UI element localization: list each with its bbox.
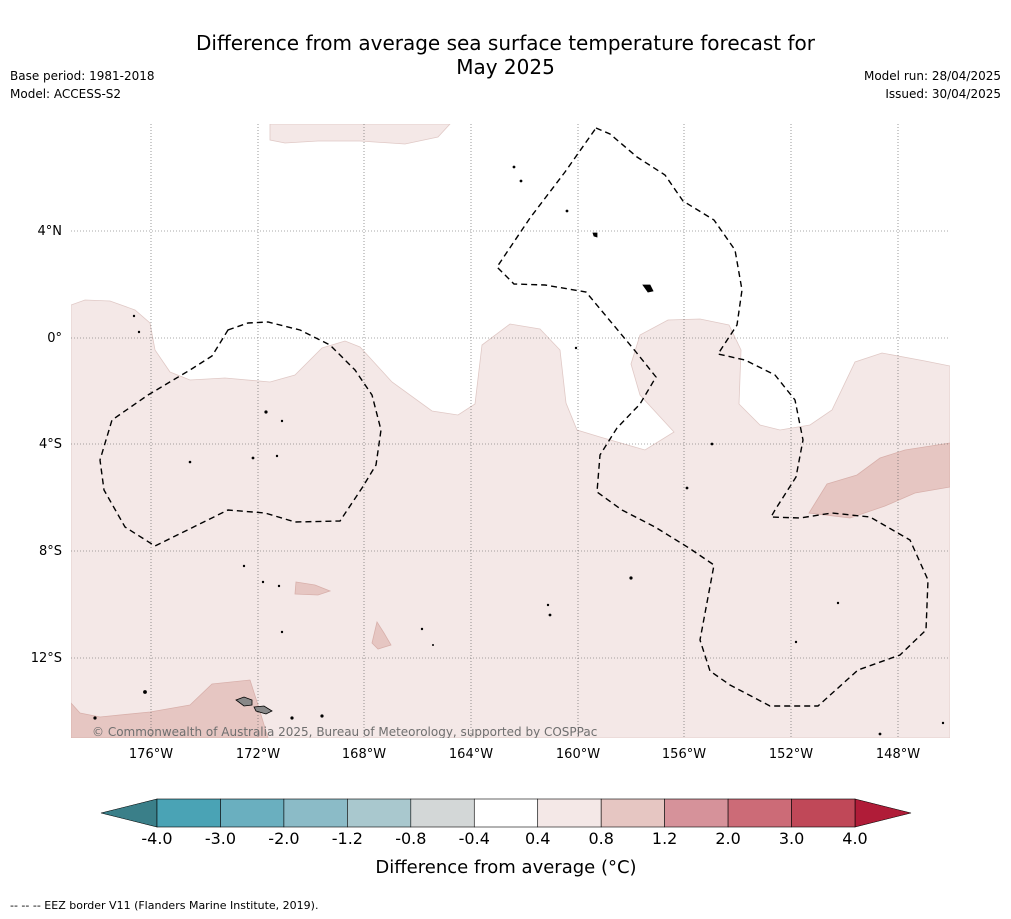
eez-border-line-islands-north bbox=[496, 127, 929, 707]
colorbar-title: Difference from average (°C) bbox=[375, 857, 636, 878]
map-title-line2: May 2025 bbox=[456, 55, 555, 79]
colorbar-segment bbox=[791, 798, 856, 828]
colorbar-extend-high bbox=[854, 798, 912, 828]
lon-label-172w: 172°W bbox=[236, 747, 280, 762]
longitude-labels: 176°W 172°W 168°W 164°W 160°W 156°W 152°… bbox=[129, 747, 920, 762]
lat-label-0: 0° bbox=[47, 331, 62, 346]
samoa-savaii-island bbox=[235, 696, 253, 707]
lat-label-4s: 4°S bbox=[39, 437, 62, 452]
map-plot-area: © Commonwealth of Australia 2025, Bureau… bbox=[71, 124, 950, 739]
map-title: Difference from average sea surface temp… bbox=[0, 31, 1011, 79]
colorbar-segment bbox=[600, 798, 665, 828]
meta-right: Model run: 28/04/2025 Issued: 30/04/2025 bbox=[864, 67, 1001, 103]
colorbar-segment bbox=[283, 798, 348, 828]
colorbar-segments bbox=[156, 798, 856, 828]
graticule bbox=[71, 124, 950, 738]
lat-label-4n: 4°N bbox=[38, 224, 63, 239]
lon-label-164w: 164°W bbox=[449, 747, 493, 762]
colorbar-segment bbox=[664, 798, 729, 828]
colorbar-tick-label: 0.8 bbox=[588, 829, 613, 848]
map-title-line1: Difference from average sea surface temp… bbox=[195, 31, 815, 55]
model-text: Model: ACCESS-S2 bbox=[10, 87, 122, 101]
anomaly-region-moderate-small2 bbox=[371, 620, 392, 650]
colorbar-segment bbox=[727, 798, 792, 828]
colorbar-tick-label: 2.0 bbox=[715, 829, 740, 848]
anomaly-region-moderate-east bbox=[808, 442, 950, 519]
colorbar-tick-label: -0.4 bbox=[459, 829, 490, 848]
colorbar-segment bbox=[347, 798, 412, 828]
colorbar-segment bbox=[220, 798, 285, 828]
colorbar-tick-label: -2.0 bbox=[268, 829, 299, 848]
anomaly-region-moderate-small1 bbox=[294, 581, 332, 596]
model-run-text: Model run: 28/04/2025 bbox=[863, 69, 1001, 83]
anomaly-region-light bbox=[71, 299, 950, 738]
islands bbox=[93, 165, 945, 736]
eez-border-tokelau bbox=[99, 321, 382, 547]
colorbar-tick-label: -1.2 bbox=[332, 829, 363, 848]
colorbar-segment bbox=[537, 798, 602, 828]
copyright-text: © Commonwealth of Australia 2025, Bureau… bbox=[92, 725, 597, 739]
colorbar-tick-label: -0.8 bbox=[395, 829, 426, 848]
eez-legend-text: -- -- -- EEZ border V11 (Flanders Marine… bbox=[10, 899, 319, 912]
colorbar-tick-label: -4.0 bbox=[141, 829, 172, 848]
colorbar-segment bbox=[410, 798, 475, 828]
lon-label-160w: 160°W bbox=[556, 747, 600, 762]
colorbar-extend-low bbox=[100, 798, 158, 828]
samoa-upolu-island bbox=[253, 705, 273, 715]
lon-label-156w: 156°W bbox=[662, 747, 706, 762]
colorbar-segment bbox=[473, 798, 539, 828]
lon-label-176w: 176°W bbox=[129, 747, 173, 762]
eez-borders bbox=[99, 127, 929, 707]
lon-label-168w: 168°W bbox=[342, 747, 386, 762]
meta-left: Base period: 1981-2018 Model: ACCESS-S2 bbox=[10, 67, 155, 103]
lon-label-148w: 148°W bbox=[876, 747, 920, 762]
lat-label-8s: 8°S bbox=[39, 544, 62, 559]
colorbar-tick-label: 4.0 bbox=[842, 829, 867, 848]
colorbar: -4.0 -3.0 -2.0 -1.2 -0.8 -0.4 0.4 0.8 1.2 2.0 3.0 4… bbox=[100, 798, 912, 878]
colorbar-tick-label: 3.0 bbox=[779, 829, 804, 848]
lon-label-152w: 152°W bbox=[769, 747, 813, 762]
colorbar-segment bbox=[156, 798, 221, 828]
anomaly-region-moderate-south bbox=[71, 679, 269, 738]
colorbar-tick-labels: -4.0 -3.0 -2.0 -1.2 -0.8 -0.4 0.4 0.8 1.2 2.0 3.0 4… bbox=[141, 829, 867, 848]
base-period-text: Base period: 1981-2018 bbox=[10, 69, 155, 83]
colorbar-tick-label: 0.4 bbox=[525, 829, 550, 848]
anomaly-region-top bbox=[269, 124, 451, 145]
lat-label-12s: 12°S bbox=[31, 651, 62, 666]
issued-text: Issued: 30/04/2025 bbox=[885, 87, 1001, 101]
colorbar-tick-label: -3.0 bbox=[205, 829, 236, 848]
latitude-labels: 4°N 0° 4°S 8°S 12°S bbox=[31, 224, 62, 666]
colorbar-tick-label: 1.2 bbox=[652, 829, 677, 848]
